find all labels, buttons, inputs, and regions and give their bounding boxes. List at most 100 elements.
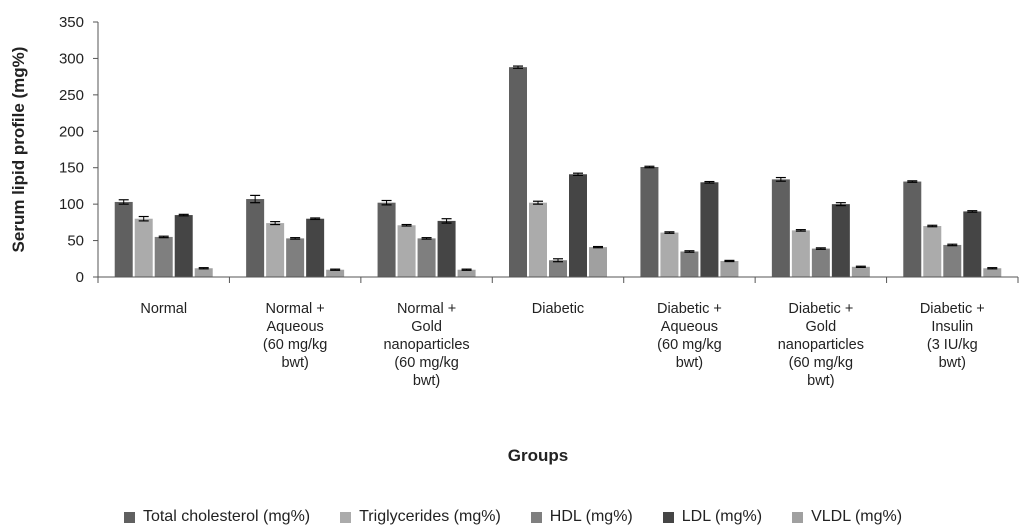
bar bbox=[509, 67, 527, 278]
error-bar bbox=[330, 268, 341, 271]
error-bar bbox=[644, 165, 655, 169]
error-bar bbox=[138, 215, 149, 222]
error-bar bbox=[835, 202, 846, 207]
legend-label: VLDL (mg%) bbox=[811, 508, 903, 525]
x-category-label: Diabetic + Gold nanoparticles (60 mg/kg bwt) bbox=[778, 301, 864, 389]
bar bbox=[811, 248, 830, 277]
error-bar bbox=[401, 223, 412, 227]
y-tick-label: 350 bbox=[59, 14, 84, 31]
bar bbox=[397, 225, 416, 277]
legend-label: LDL (mg%) bbox=[681, 508, 763, 525]
x-category-label: Normal + Gold nanoparticles (60 mg/kg bwt) bbox=[383, 301, 469, 389]
bar bbox=[589, 247, 607, 277]
x-category-label: Diabetic + Aqueous (60 mg/kg bwt) bbox=[657, 301, 722, 371]
legend-label: Triglycerides (mg%) bbox=[359, 508, 501, 525]
bar bbox=[831, 204, 850, 277]
legend-swatch bbox=[792, 511, 804, 523]
error-bar bbox=[290, 237, 301, 240]
bar bbox=[660, 232, 679, 277]
x-category-labels: Normal Normal + Aqueous (60 mg/kg bwt) Normal… bbox=[97, 277, 1019, 389]
legend-swatch bbox=[662, 511, 674, 523]
legend-item: VLDL (mg%) bbox=[792, 506, 902, 528]
error-bar bbox=[310, 217, 321, 221]
error-bar bbox=[553, 258, 563, 263]
bar bbox=[720, 260, 739, 277]
chart-svg: 0 50 100 150 200 250 300 350 Normal Normal + Aque… bbox=[9, 14, 1019, 465]
error-bar bbox=[815, 247, 826, 250]
error-bar bbox=[855, 265, 866, 268]
error-bar bbox=[927, 224, 938, 228]
bar bbox=[923, 226, 942, 277]
y-tick-label: 50 bbox=[67, 233, 84, 250]
error-bar bbox=[118, 199, 129, 205]
error-bar bbox=[421, 237, 432, 240]
bar bbox=[903, 181, 922, 277]
legend-swatch bbox=[123, 511, 135, 523]
bar bbox=[529, 202, 547, 277]
error-bar bbox=[533, 200, 543, 205]
legend-label: Total cholesterol (mg%) bbox=[142, 508, 311, 525]
bar bbox=[963, 211, 982, 277]
bars bbox=[114, 65, 1002, 278]
error-bar bbox=[441, 218, 452, 224]
error-bar bbox=[967, 210, 978, 213]
x-category-label: Normal + Aqueous (60 mg/kg bwt) bbox=[263, 301, 327, 371]
bar bbox=[154, 236, 173, 277]
legend-item: HDL (mg%) bbox=[530, 506, 633, 528]
error-bar bbox=[461, 268, 472, 271]
y-tick-label: 250 bbox=[59, 87, 84, 104]
legend-item: Total cholesterol (mg%) bbox=[123, 506, 311, 528]
x-category-label: Normal bbox=[140, 301, 187, 317]
bar bbox=[549, 260, 567, 277]
error-bar bbox=[250, 194, 261, 204]
bar bbox=[246, 199, 265, 277]
y-tick-label: 100 bbox=[59, 196, 84, 213]
error-bar bbox=[947, 243, 958, 247]
legend-label: HDL (mg%) bbox=[549, 508, 633, 525]
bar bbox=[266, 223, 285, 277]
bar bbox=[680, 251, 699, 277]
y-tick-labels: 0 50 100 150 200 250 300 350 bbox=[59, 14, 98, 286]
y-tick-label: 200 bbox=[59, 123, 84, 140]
bar bbox=[983, 268, 1002, 277]
y-tick-label: 150 bbox=[59, 160, 84, 177]
bar bbox=[377, 202, 396, 277]
legend-item: LDL (mg%) bbox=[662, 506, 763, 528]
y-tick-label: 300 bbox=[59, 50, 84, 67]
legend: Total cholesterol (mg%) Triglycerides (mg… bbox=[0, 506, 1026, 528]
legend-swatch bbox=[340, 511, 352, 523]
bar bbox=[700, 182, 719, 277]
x-axis-title: Groups bbox=[508, 446, 568, 465]
bar bbox=[114, 201, 133, 277]
bar bbox=[417, 238, 436, 277]
error-bar bbox=[684, 250, 695, 253]
error-bar bbox=[198, 267, 209, 270]
error-bar bbox=[704, 180, 715, 184]
bar bbox=[134, 218, 153, 277]
bar bbox=[286, 238, 305, 277]
legend-swatch bbox=[530, 511, 542, 523]
bar bbox=[569, 174, 587, 277]
error-bar bbox=[158, 235, 169, 239]
error-bar bbox=[664, 231, 675, 234]
bar bbox=[437, 220, 456, 277]
legend-item: Triglycerides (mg%) bbox=[340, 506, 501, 528]
bar bbox=[457, 269, 476, 277]
error-bar bbox=[907, 180, 918, 183]
y-tick-label: 0 bbox=[76, 269, 84, 286]
bar bbox=[174, 215, 193, 277]
error-bar bbox=[987, 267, 998, 270]
error-bar bbox=[178, 213, 189, 217]
error-bar bbox=[381, 199, 392, 206]
bar bbox=[943, 244, 962, 277]
x-category-label: Diabetic + Insulin (3 IU/kg bwt) bbox=[920, 301, 985, 371]
bar bbox=[851, 266, 870, 277]
bar bbox=[771, 179, 790, 277]
bar bbox=[194, 268, 213, 277]
bar bbox=[791, 230, 810, 277]
error-bar bbox=[593, 245, 603, 249]
y-axis-title: Serum lipid profile (mg%) bbox=[9, 47, 28, 253]
bar bbox=[306, 218, 325, 277]
error-bar bbox=[724, 259, 735, 263]
x-category-label: Diabetic bbox=[532, 301, 584, 317]
